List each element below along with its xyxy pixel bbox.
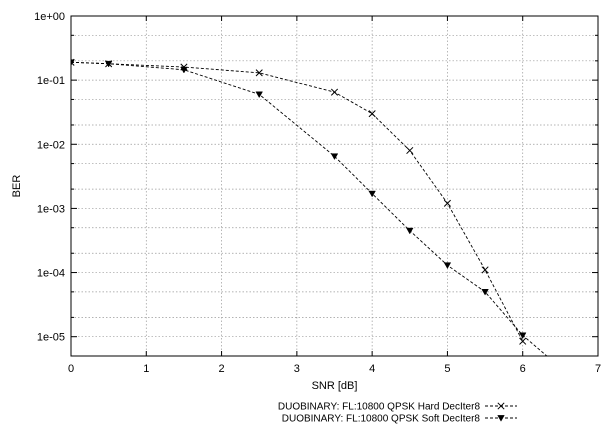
legend-label-soft: DUOBINARY: FL:10800 QPSK Soft DecIter8 — [282, 414, 481, 425]
y-tick-label: 1e-02 — [37, 139, 65, 151]
y-tick-label: 1e-05 — [37, 332, 65, 344]
x-tick-label: 5 — [444, 363, 450, 375]
data-point — [481, 289, 489, 296]
legend: DUOBINARY: FL:10800 QPSK Hard DecIter8 D… — [278, 402, 517, 425]
data-point — [481, 266, 489, 274]
y-tick-label: 1e-01 — [37, 75, 65, 87]
data-point — [443, 262, 452, 269]
x-tick-label: 2 — [219, 363, 225, 375]
data-point — [406, 227, 414, 235]
legend-marker — [497, 415, 505, 422]
axis-ticks: 0 1 2 3 4 5 6 7 1e-05 1e-04 1e-03 1e-02 1e-01 1e+00 — [34, 11, 601, 375]
data-point — [180, 66, 188, 74]
data-point — [104, 60, 113, 68]
legend-marker — [497, 402, 505, 410]
y-tick-label: 1e-03 — [37, 203, 65, 215]
x-tick-label: 4 — [369, 363, 375, 375]
plot-series — [71, 58, 548, 356]
data-point — [330, 88, 339, 96]
y-tick-label: 1e+00 — [34, 11, 65, 23]
x-tick-label: 3 — [294, 363, 300, 375]
x-tick-label: 7 — [595, 363, 601, 375]
grid — [71, 16, 598, 356]
data-point — [519, 337, 527, 345]
series-soft — [71, 59, 548, 356]
x-tick-label: 0 — [68, 363, 74, 375]
data-point — [518, 332, 527, 340]
y-tick-label: 1e-04 — [37, 268, 65, 280]
series-line — [71, 61, 524, 342]
plot-frame — [70, 15, 599, 357]
x-tick-label: 1 — [143, 363, 149, 375]
data-point — [330, 153, 339, 160]
legend-line-hard — [485, 402, 517, 410]
x-tick-label: 6 — [520, 363, 526, 375]
data-point — [255, 69, 263, 77]
data-point — [255, 91, 263, 99]
x-axis-label: SNR [dB] — [312, 380, 358, 392]
data-point — [406, 146, 414, 155]
legend-line-soft — [485, 415, 517, 422]
y-axis-label: BER — [11, 175, 23, 198]
legend-label-hard: DUOBINARY: FL:10800 QPSK Hard DecIter8 — [278, 402, 481, 413]
data-point — [368, 190, 376, 198]
data-point — [368, 110, 376, 118]
data-point — [443, 199, 451, 207]
